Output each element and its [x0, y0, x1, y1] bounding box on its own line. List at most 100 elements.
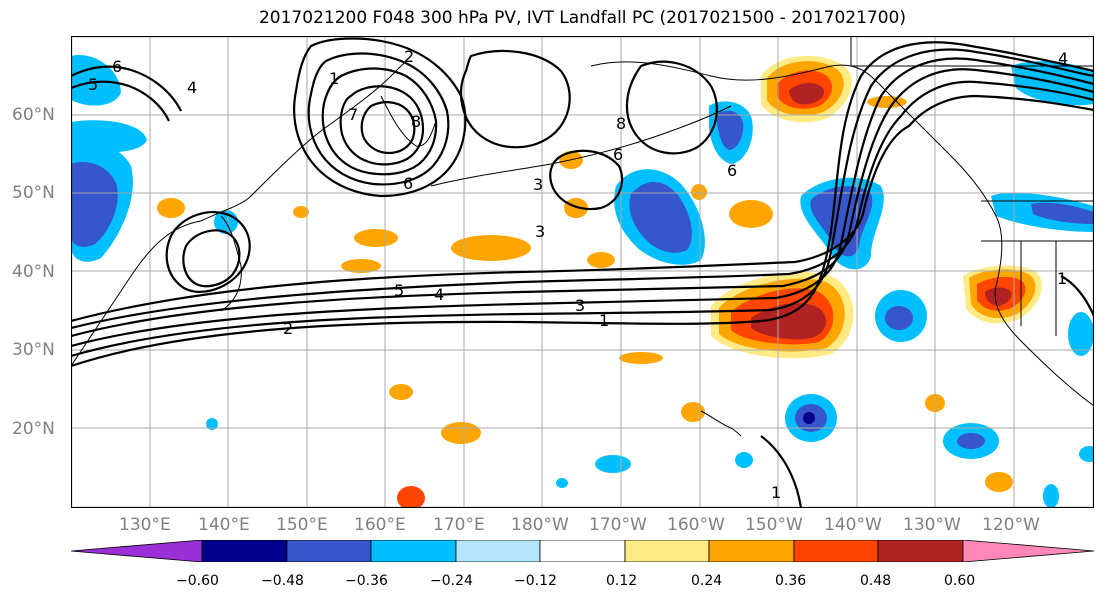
coast-kamchatka: [380, 95, 437, 147]
colorbar: [70, 539, 1095, 563]
contour-label: 6: [727, 161, 737, 180]
warm-blob-16: [293, 206, 309, 218]
colorbar-tick: −0.60: [176, 573, 219, 589]
contour-3: [71, 57, 1094, 348]
colorbar-segment-2: [201, 539, 288, 563]
lon-label-170w: 170°W: [589, 515, 647, 535]
colorbar-segment-10: [877, 539, 964, 563]
contour-17: [625, 60, 718, 155]
map-frame: [71, 36, 1094, 508]
cold-region-far-west-inner: [71, 162, 118, 247]
contour-1: [71, 41, 1094, 368]
map-panel: 6 5 4 2 1 7 8 6 3 3 8 6 6 5 4 3 2 1 1 4 …: [71, 36, 1094, 508]
contour-19: [71, 80, 170, 122]
colorbar-segment-9: [793, 539, 879, 563]
colorbar-segment-7: [624, 539, 710, 563]
contour-label: 4: [434, 285, 444, 304]
contour-label: 1: [771, 483, 781, 502]
colorbar-segment-5: [455, 539, 541, 563]
cold-region-canada-2-inner: [1031, 202, 1094, 224]
contour-15: [459, 49, 571, 149]
contour-11: [360, 101, 416, 155]
colorbar-segment-4: [370, 539, 457, 563]
colorbar-svg: [70, 539, 1095, 563]
warm-blob-9: [619, 352, 663, 364]
coast-hawaii: [700, 410, 742, 437]
lon-label-130e: 130°E: [119, 515, 171, 535]
warm-blob-15: [397, 486, 425, 508]
cold-blob-4: [735, 452, 753, 468]
lon-label-140w: 140°W: [824, 515, 882, 535]
lat-label-50n: 50°N: [12, 183, 55, 203]
warm-blob-1: [157, 198, 185, 218]
colorbar-segment-11: [962, 539, 1095, 563]
contour-label: 8: [411, 112, 421, 131]
lat-label-40n: 40°N: [12, 262, 55, 282]
colorbar-segment-1: [70, 539, 203, 563]
lon-label-150e: 150°E: [276, 515, 328, 535]
lon-label-170e: 170°E: [433, 515, 485, 535]
contour-9: [321, 67, 438, 176]
contour-label: 5: [88, 75, 98, 94]
colorbar-tick: −0.24: [430, 573, 473, 589]
contour-labels: 6 5 4 2 1 7 8 6 3 3 8 6 6 5 4 3 2 1 1 4 …: [88, 47, 1068, 502]
warm-blob-2: [354, 229, 398, 247]
contour-label: 3: [533, 175, 543, 194]
contour-13: [182, 229, 241, 288]
contour-label: 4: [187, 78, 197, 97]
contour-label: 7: [348, 105, 358, 124]
warm-blob-12: [681, 402, 705, 422]
colorbar-tick: 0.12: [606, 573, 638, 589]
map-svg: 6 5 4 2 1 7 8 6 3 3 8 6 6 5 4 3 2 1 1 4 …: [71, 36, 1094, 508]
lon-label-130w: 130°W: [903, 515, 961, 535]
map-title: 2017021200 F048 300 hPa PV, IVT Landfall…: [258, 8, 906, 28]
contour-7: [293, 37, 467, 198]
coast-us-states: [981, 200, 1094, 336]
cold-blob-3: [595, 455, 631, 473]
contour-label: 3: [535, 222, 545, 241]
colorbar-segment-3: [286, 539, 372, 563]
lat-label-20n: 20°N: [12, 419, 55, 439]
warm-region-west-coast-core: [985, 287, 1012, 306]
contour-16: [760, 435, 803, 508]
contour-18: [71, 65, 182, 112]
coast-aleutians: [430, 105, 732, 187]
cold-region-far-west-top-2: [71, 120, 147, 153]
contour-label: 2: [283, 319, 293, 338]
coastlines: [71, 36, 1094, 437]
colorbar-tick: 0.24: [691, 573, 723, 589]
contour-label: 8: [616, 114, 626, 133]
warm-blob-11: [441, 422, 481, 444]
contour-10: [339, 85, 425, 166]
cold-blob-2-inner: [957, 433, 985, 449]
contour-4: [71, 68, 1094, 338]
coast-asia: [71, 55, 412, 367]
warm-region-central-pacific-core: [751, 303, 826, 340]
contour-label: 6: [613, 145, 623, 164]
cold-region-alaska-inner: [717, 110, 744, 150]
warm-blob-7: [729, 200, 773, 228]
contour-5: [71, 80, 1094, 330]
cold-blob-hawaii-core: [803, 412, 815, 424]
contour-label: 1: [599, 311, 609, 330]
colorbar-segment-8: [708, 539, 795, 563]
warm-blob-6: [587, 252, 615, 268]
lon-label-160w: 160°W: [667, 515, 725, 535]
lon-label-140e: 140°E: [198, 515, 250, 535]
pv-contours: [71, 37, 1094, 508]
lon-label-160e: 160°E: [354, 515, 406, 535]
contour-20: [1060, 275, 1094, 317]
colorbar-segment-6: [539, 539, 626, 563]
contour-6: [71, 94, 1094, 323]
contour-label: 4: [1058, 49, 1068, 68]
colorbar-tick: 0.60: [944, 573, 976, 589]
colorbar-tick: −0.48: [261, 573, 304, 589]
warm-blob-8: [341, 259, 381, 273]
lon-label-150w: 150°W: [745, 515, 803, 535]
contour-14: [549, 149, 624, 211]
warm-region-gulf-alaska-core: [789, 82, 825, 105]
colorbar-tick: −0.12: [514, 573, 557, 589]
cold-region-mid-pacific-inner: [629, 182, 692, 253]
colorbar-tick: 0.36: [775, 573, 807, 589]
contour-label: 6: [403, 174, 413, 193]
